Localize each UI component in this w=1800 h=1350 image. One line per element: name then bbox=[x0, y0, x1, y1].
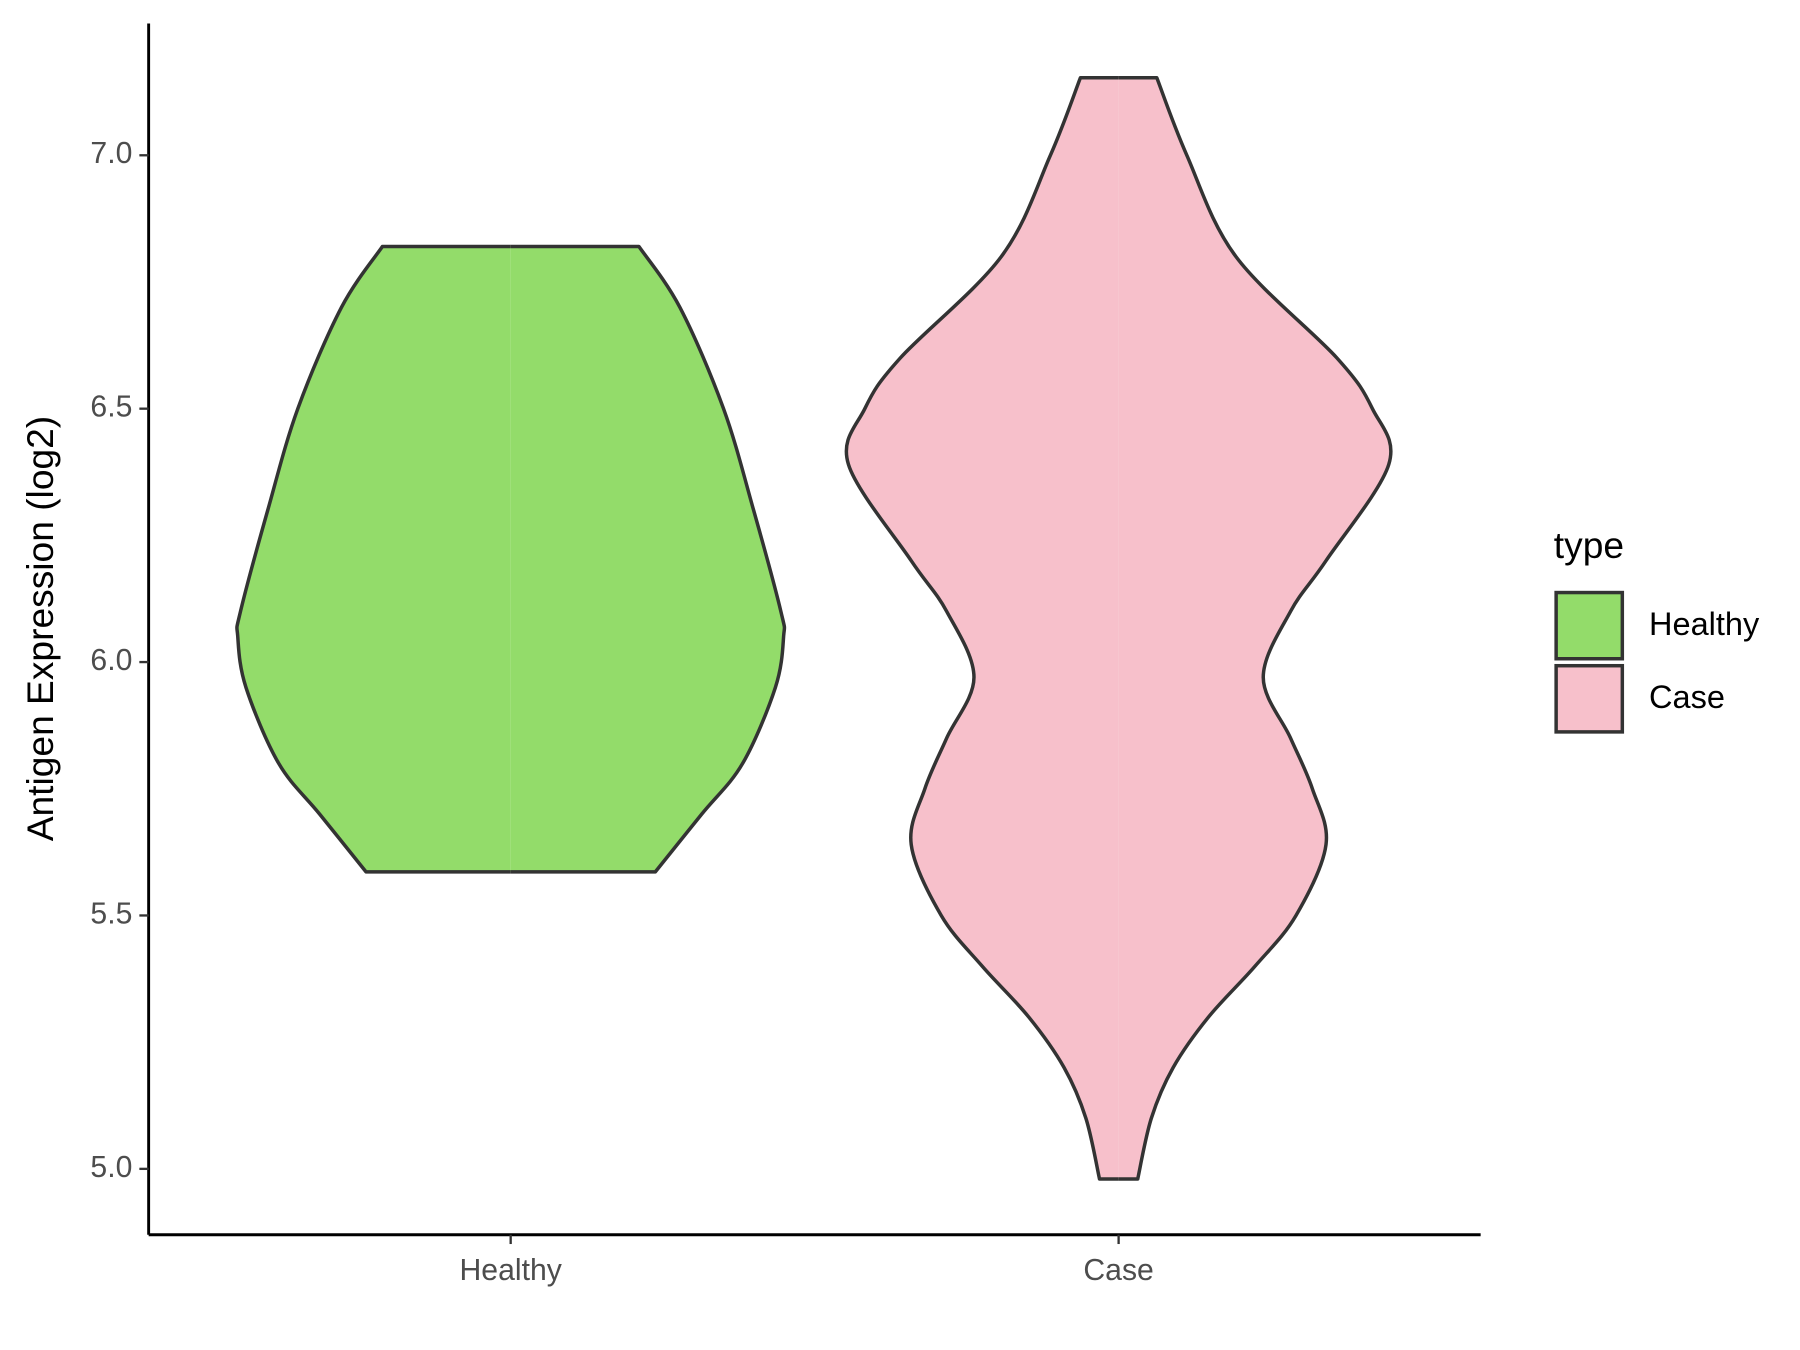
legend-key bbox=[1554, 590, 1625, 661]
y-tick-label: 6.0 bbox=[90, 644, 132, 677]
violin-half bbox=[844, 76, 1119, 1181]
legend-key bbox=[1554, 663, 1625, 734]
violin-half bbox=[1118, 76, 1393, 1181]
y-tick-label: 5.0 bbox=[90, 1151, 132, 1184]
y-tick-label: 6.5 bbox=[90, 391, 132, 424]
x-tick-label: Case bbox=[1083, 1254, 1153, 1287]
y-tick-label: 5.5 bbox=[90, 897, 132, 930]
x-tick-label: Healthy bbox=[459, 1254, 562, 1287]
violin-half bbox=[235, 244, 511, 874]
y-axis-label: Antigen Expression (log2) bbox=[19, 416, 61, 841]
legend-label: Healthy bbox=[1649, 606, 1760, 642]
y-tick-label: 7.0 bbox=[90, 137, 132, 170]
legend-title: type bbox=[1554, 524, 1624, 566]
violin-half bbox=[510, 244, 787, 874]
legend-label: Case bbox=[1649, 679, 1725, 715]
